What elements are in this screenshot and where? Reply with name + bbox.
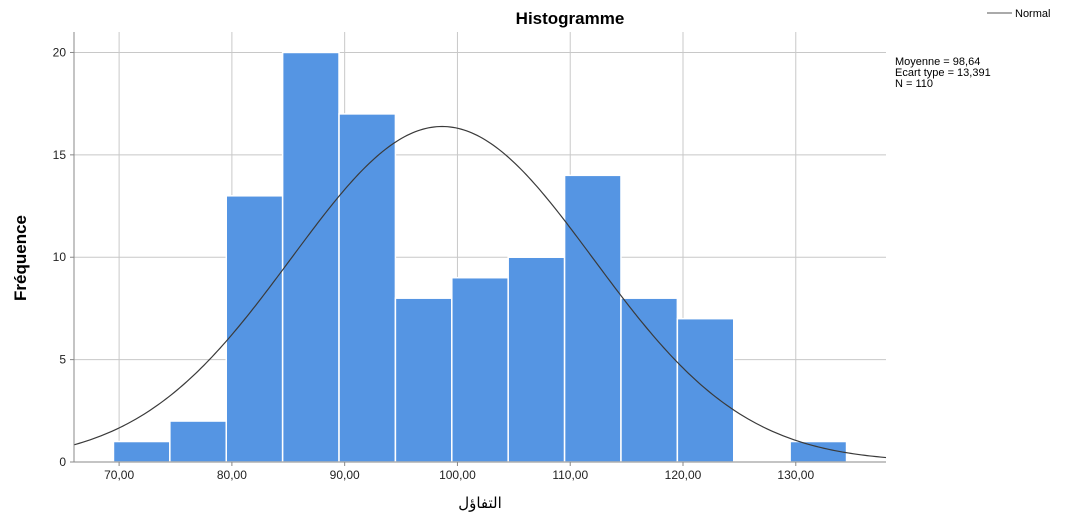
histogram-bar-7 <box>507 256 566 463</box>
x-tick-label-5: 120,00 <box>665 468 702 482</box>
x-axis-label: التفاؤل <box>458 494 502 512</box>
x-tick-label-6: 130,00 <box>777 468 814 482</box>
histogram-bar-6 <box>451 276 509 463</box>
x-tick-labels: 70,00 80,00 90,00 100,00 110,00 120,00 130,00 <box>104 468 814 482</box>
x-tick-label-0: 70,00 <box>104 468 134 482</box>
stats-box: Moyenne = 98,64 Ecart type = 13,391 N = … <box>895 56 991 90</box>
y-tick-label-3: 15 <box>53 148 67 162</box>
y-tick-label-0: 0 <box>59 455 66 469</box>
axes <box>70 32 886 466</box>
normal-curve <box>73 125 887 459</box>
x-tick-label-3: 100,00 <box>439 468 476 482</box>
histogram-bar-8 <box>563 174 622 463</box>
stats-mean: Moyenne = 98,64 <box>895 56 980 68</box>
y-axis-label: Fréquence <box>11 215 30 301</box>
histogram-bar-1 <box>169 420 228 463</box>
histogram-bar-0 <box>112 440 171 463</box>
y-tick-label-2: 10 <box>53 250 67 264</box>
bars <box>112 51 848 463</box>
x-tick-label-2: 90,00 <box>330 468 360 482</box>
y-tick-label-4: 20 <box>53 45 67 59</box>
y-tick-label-1: 5 <box>59 353 66 367</box>
histogram-bar-2 <box>225 195 284 463</box>
histogram-bar-5 <box>394 297 453 463</box>
stats-n: N = 110 <box>895 78 933 90</box>
x-tick-label-4: 110,00 <box>552 468 588 482</box>
chart-title: Histogramme <box>516 9 625 28</box>
stats-sd: Ecart type = 13,391 <box>895 67 991 79</box>
histogram-bar-9 <box>620 297 679 463</box>
legend: Normal <box>987 8 1050 20</box>
legend-normal-label: Normal <box>1015 8 1050 20</box>
x-tick-label-1: 80,00 <box>217 468 247 482</box>
y-tick-labels: 0 5 10 15 20 <box>53 45 67 469</box>
histogram-bar-4 <box>338 113 397 463</box>
histogram-bar-10 <box>676 317 735 463</box>
histogram-bar-3 <box>281 51 340 463</box>
